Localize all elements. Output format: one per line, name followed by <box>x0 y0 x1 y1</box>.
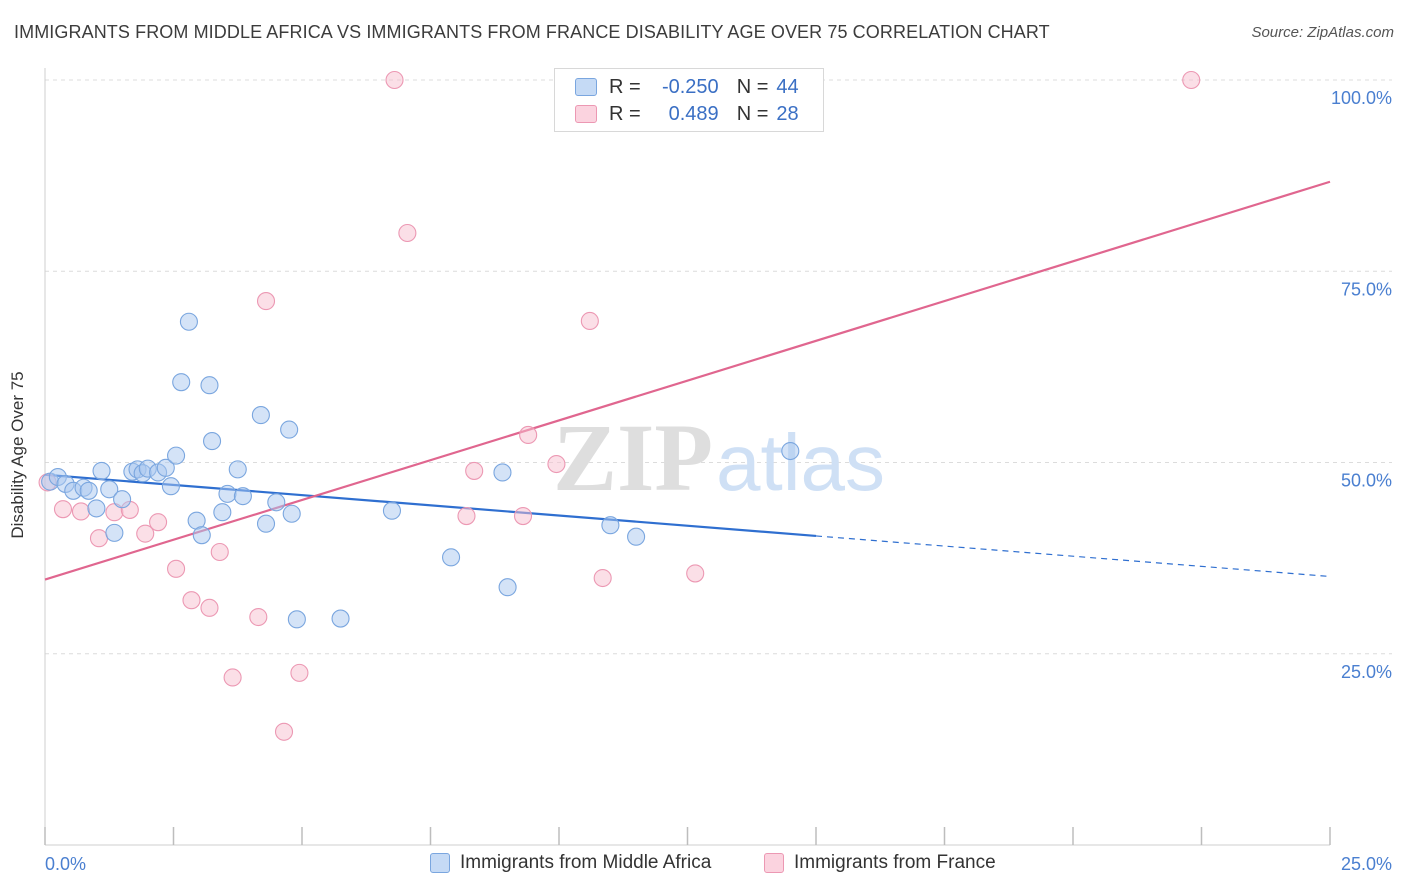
legend-n-label: N = <box>736 102 769 125</box>
data-point-blue <box>627 527 646 546</box>
data-point-blue <box>172 373 191 392</box>
data-points <box>38 70 1201 741</box>
data-point-blue <box>105 523 124 542</box>
data-point-pink <box>89 529 109 548</box>
trend-line-pink <box>44 180 1331 581</box>
series-legend: Immigrants from Middle Africa Immigrants… <box>0 852 1406 878</box>
watermark-atlas: atlas <box>716 418 885 507</box>
data-point-blue <box>280 420 299 439</box>
series-swatch-pink <box>764 853 784 873</box>
data-point-blue <box>213 503 232 522</box>
legend-r-label: R = <box>609 102 641 125</box>
legend-r-value: -0.250 <box>661 75 719 98</box>
data-point-pink <box>593 568 612 588</box>
trend-lines <box>44 180 1331 581</box>
y-tick-label: 25.0% <box>1341 662 1392 682</box>
data-point-blue <box>287 610 306 629</box>
data-point-blue <box>382 501 402 520</box>
data-point-blue <box>493 463 512 482</box>
data-point-blue <box>161 477 180 496</box>
y-tick-label: 50.0% <box>1341 471 1392 491</box>
chart-title: IMMIGRANTS FROM MIDDLE AFRICA VS IMMIGRA… <box>14 22 1050 42</box>
data-point-pink <box>249 607 268 627</box>
legend-row-pink: R = 0.489 N = 28 <box>575 102 799 126</box>
data-point-blue <box>203 432 222 451</box>
data-point-pink <box>465 461 484 480</box>
axes <box>44 68 1331 846</box>
data-point-blue <box>192 526 211 545</box>
data-point-pink <box>398 223 417 243</box>
legend-r-value: 0.489 <box>668 102 719 125</box>
y-tick-label: 100.0% <box>1331 88 1392 108</box>
series-legend-label: Immigrants from Middle Africa <box>460 852 712 873</box>
watermark-zip: ZIP <box>553 404 713 511</box>
data-point-pink <box>1182 70 1201 90</box>
data-point-blue <box>92 461 111 480</box>
data-point-pink <box>513 506 533 526</box>
legend-n-value: 28 <box>776 102 799 125</box>
data-point-blue <box>100 480 119 499</box>
x-tick-label: 25.0% <box>1341 854 1392 874</box>
data-point-blue <box>79 481 98 500</box>
data-point-pink <box>580 311 599 331</box>
data-point-pink <box>274 722 294 741</box>
data-point-blue <box>167 446 186 465</box>
data-point-pink <box>385 70 404 90</box>
grid-lines <box>45 79 1392 655</box>
data-point-blue <box>498 578 517 597</box>
data-point-pink <box>210 542 229 562</box>
legend-swatch-pink <box>575 105 597 123</box>
data-point-blue <box>256 514 276 533</box>
legend-swatch-blue <box>575 78 597 96</box>
trend-line-extension-blue <box>815 535 1331 578</box>
data-point-blue <box>200 376 219 395</box>
data-point-pink <box>136 524 155 543</box>
y-tick-label: 75.0% <box>1341 279 1392 299</box>
x-tick-label: 0.0% <box>45 854 86 874</box>
y-axis-title: Disability Age Over 75 <box>8 371 27 539</box>
data-point-blue <box>179 312 198 331</box>
data-point-blue <box>442 548 461 567</box>
data-point-blue <box>87 499 106 518</box>
data-point-blue <box>228 460 247 479</box>
source-label: Source: ZipAtlas.com <box>1251 24 1394 41</box>
watermark: ZIP atlas <box>553 404 885 511</box>
correlation-legend: R = -0.250 N = 44 R = 0.489 N = 28 <box>554 68 824 132</box>
legend-r-label: R = <box>609 75 641 98</box>
data-point-pink <box>686 564 705 583</box>
data-point-blue <box>331 609 350 628</box>
data-point-pink <box>149 513 168 532</box>
data-point-pink <box>200 598 219 617</box>
legend-row-blue: R = -0.250 N = 44 <box>575 75 799 99</box>
legend-n-label: N = <box>736 75 769 98</box>
data-point-pink <box>223 668 242 687</box>
data-point-pink <box>519 425 538 445</box>
data-point-pink <box>71 502 91 521</box>
data-point-pink <box>167 559 186 578</box>
data-point-blue <box>218 484 237 503</box>
data-point-pink <box>457 506 476 526</box>
data-point-pink <box>182 591 201 610</box>
data-point-blue <box>251 406 270 425</box>
series-legend-item-middle-africa: Immigrants from Middle Africa <box>430 852 711 874</box>
legend-n-value: 44 <box>776 75 799 98</box>
series-swatch-blue <box>430 853 450 873</box>
data-point-pink <box>256 292 276 311</box>
data-point-blue <box>781 441 800 461</box>
data-point-blue <box>233 487 252 506</box>
data-point-blue <box>113 490 132 509</box>
data-point-blue <box>267 493 286 512</box>
data-point-blue <box>156 458 175 477</box>
series-legend-label: Immigrants from France <box>794 852 996 873</box>
data-point-blue <box>601 516 620 535</box>
data-point-pink <box>547 454 566 474</box>
data-point-pink <box>53 500 73 519</box>
data-point-pink <box>290 663 309 682</box>
data-point-blue <box>282 504 301 523</box>
series-legend-item-france: Immigrants from France <box>764 852 996 874</box>
tick-labels: 100.0% 75.0% 50.0% 25.0% 0.0% 25.0% <box>45 88 1392 874</box>
